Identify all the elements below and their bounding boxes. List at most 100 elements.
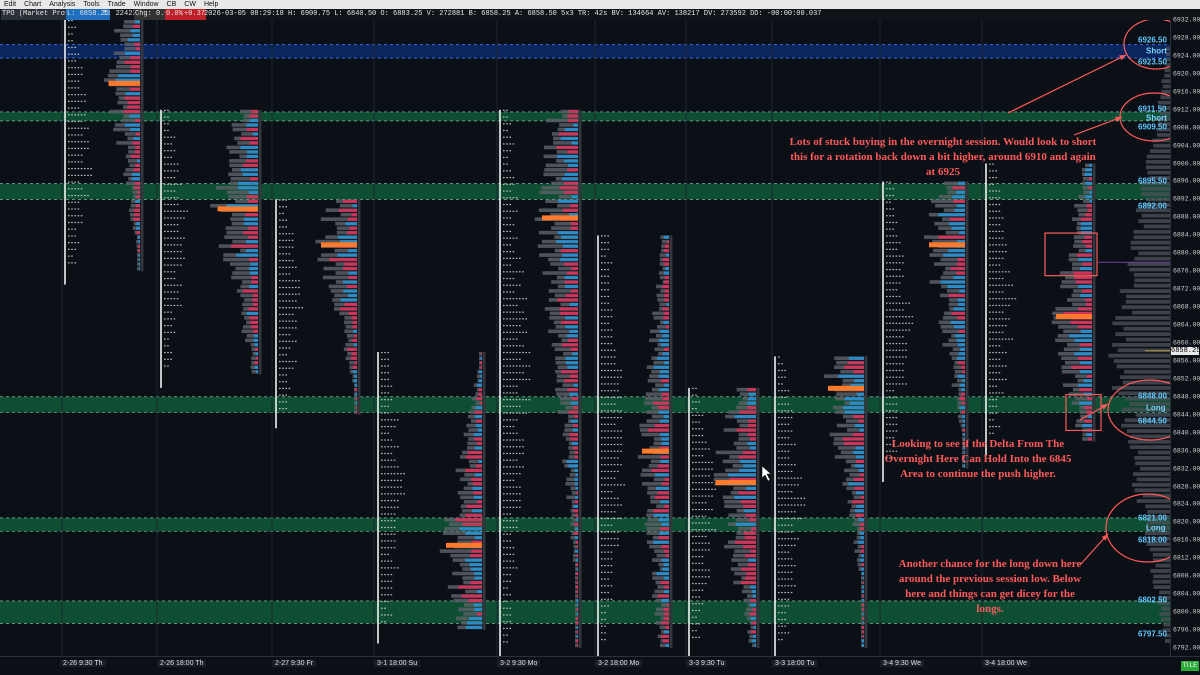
- delta-bar: [859, 473, 864, 477]
- volume-profile-bar: [232, 239, 258, 244]
- tpo-letter: [506, 318, 508, 320]
- tpo-letter: [512, 493, 515, 495]
- menu-tools[interactable]: Tools: [83, 1, 100, 8]
- tpo-letter: [778, 450, 780, 452]
- tpo-letter: [601, 383, 603, 385]
- delta-bar: [355, 397, 357, 401]
- menu-help[interactable]: Help: [203, 1, 219, 8]
- tpo-letter: [1008, 298, 1010, 300]
- tpo-letter: [889, 221, 891, 224]
- composite-profile-bar: [1161, 79, 1170, 84]
- tpo-letter: [393, 493, 396, 495]
- delta-bar: [473, 603, 482, 607]
- tpo-letter: [784, 497, 786, 499]
- tpo-letter: [781, 511, 783, 513]
- volume-profile-bar: [467, 441, 482, 446]
- delta-bar: [560, 235, 578, 239]
- tpo-letter: [607, 565, 609, 567]
- chart-title[interactable]: TPO (Market Profile): [1, 9, 88, 20]
- volume-profile-bar: [320, 217, 357, 221]
- delta-bar: [135, 132, 140, 136]
- tpo-letter: [998, 237, 1001, 239]
- tpo-letter: [384, 372, 386, 374]
- menu-cw[interactable]: CW: [184, 1, 196, 8]
- delta-bar: [568, 110, 578, 114]
- tpo-letter: [613, 504, 616, 506]
- time-axis-mode-button[interactable]: TI LE: [1181, 661, 1199, 671]
- delta-bar: [575, 540, 578, 544]
- tpo-letter: [604, 268, 606, 271]
- tpo-letter: [393, 526, 396, 529]
- delta-bar: [566, 334, 578, 338]
- composite-profile-bar: [1125, 299, 1170, 304]
- delta-bar: [467, 621, 482, 625]
- tpo-letter: [295, 286, 297, 289]
- delta-bar: [752, 621, 756, 625]
- tpo-letter: [698, 596, 700, 598]
- volume-profile-bar: [637, 455, 669, 459]
- delta-bar: [943, 253, 965, 257]
- tpo-letter: [989, 345, 991, 347]
- tpo-letter: [781, 571, 783, 573]
- tpo-letter: [381, 540, 383, 542]
- tpo-letter: [515, 432, 518, 434]
- tpo-letter: [998, 358, 1001, 360]
- tpo-chart-area[interactable]: 6926.50 Short 6923.50 6911.50 Short 6909…: [0, 20, 1170, 656]
- tpo-letter: [695, 421, 697, 423]
- menu-chart[interactable]: Chart: [24, 1, 42, 8]
- tpo-letter: [692, 495, 694, 497]
- tpo-letter: [506, 116, 508, 118]
- composite-profile-bar: [1153, 574, 1170, 579]
- tpo-letter: [186, 210, 188, 212]
- tpo-letter: [285, 233, 287, 235]
- menu-bar: Edit Chart Analysis Tools Trade Window C…: [0, 0, 1200, 9]
- volume-profile-bar: [733, 553, 756, 558]
- tpo-letter: [692, 414, 694, 416]
- tpo-letter: [992, 271, 994, 273]
- price-tick-label: 6900.00: [1173, 160, 1200, 168]
- menu-trade[interactable]: Trade: [107, 1, 126, 8]
- tpo-letter: [889, 329, 891, 331]
- delta-bar: [337, 253, 357, 257]
- tpo-letter: [384, 553, 386, 555]
- tpo-letter: [692, 569, 694, 571]
- delta-bar: [246, 154, 258, 158]
- tpo-chart-canvas[interactable]: [0, 20, 1170, 656]
- tpo-letter: [701, 582, 704, 585]
- volume-profile-bar: [546, 118, 578, 123]
- tpo-letter: [610, 484, 613, 486]
- tpo-letter: [889, 282, 891, 284]
- short-zone-2-band: [0, 111, 1170, 121]
- tpo-letter: [170, 277, 172, 280]
- time-axis[interactable]: 2-26 9:30 Th 2-26 18:00 Th 2-27 9:30 Fr …: [0, 656, 1200, 675]
- tpo-letter: [288, 347, 291, 349]
- delta-bar: [661, 482, 669, 486]
- delta-bar: [863, 634, 864, 638]
- tpo-letter: [74, 248, 76, 250]
- volume-profile-bar: [468, 459, 482, 464]
- delta-bar: [575, 549, 578, 553]
- menu-window[interactable]: Window: [133, 1, 159, 8]
- delta-bar: [728, 473, 756, 477]
- tpo-letter: [506, 156, 508, 159]
- tpo-letter: [279, 226, 281, 228]
- tpo-letter: [989, 163, 991, 165]
- tpo-letter: [992, 405, 994, 407]
- volume-profile-bar: [554, 221, 578, 226]
- tpo-letter: [506, 479, 508, 481]
- menu-analysis[interactable]: Analysis: [49, 1, 76, 8]
- tpo-letter: [519, 493, 521, 495]
- menu-cb[interactable]: CB: [166, 1, 177, 8]
- tpo-letter: [989, 338, 991, 340]
- tpo-letter: [515, 473, 518, 475]
- tpo-letter: [528, 365, 531, 367]
- menu-edit[interactable]: Edit: [4, 1, 17, 8]
- tpo-letter: [607, 416, 609, 419]
- volume-profile-bar: [575, 580, 578, 585]
- delta-bar: [1082, 262, 1092, 266]
- price-axis[interactable]: 6932.00 6928.00 6924.00 6920.00 6916.00 6912.…: [1170, 17, 1200, 656]
- delta-bar: [352, 325, 357, 329]
- tpo-letter: [886, 336, 888, 338]
- composite-profile-bar: [1163, 622, 1170, 627]
- tpo-letter: [506, 183, 508, 185]
